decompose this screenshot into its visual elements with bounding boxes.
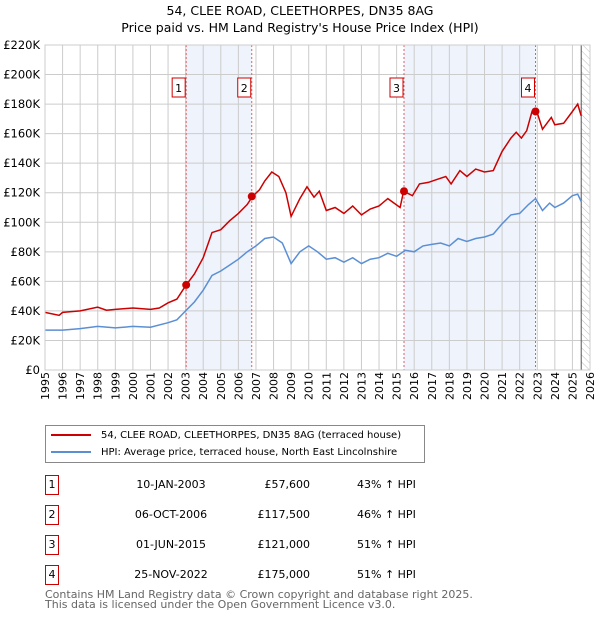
- y-tick-label: £220K: [3, 38, 40, 52]
- x-tick-label: 2014: [373, 372, 386, 400]
- x-tick-label: 1996: [57, 372, 70, 400]
- y-tick-label: £0: [25, 363, 40, 377]
- y-tick-label: £140K: [3, 156, 40, 170]
- x-tick-label: 2016: [408, 372, 421, 400]
- shaded-period: [403, 45, 536, 370]
- x-tick-label: 2005: [215, 372, 228, 400]
- transaction-row: 4 25-NOV-2022 £175,000 51% ↑ HPI: [45, 565, 425, 585]
- transaction-date: 10-JAN-2003: [136, 478, 206, 491]
- transaction-label-box: [521, 77, 535, 98]
- x-tick-label: 2019: [461, 372, 474, 400]
- transaction-number: 3: [45, 535, 59, 555]
- y-tick-label: £20K: [11, 333, 41, 347]
- legend-label: HPI: Average price, terraced house, Nort…: [101, 446, 398, 458]
- legend-swatch: [51, 434, 91, 436]
- footer-line: This data is licensed under the Open Gov…: [45, 598, 396, 611]
- transaction-point: [247, 192, 256, 201]
- y-tick-label: £40K: [11, 304, 41, 318]
- transaction-row: 1 10-JAN-2003 £57,600 43% ↑ HPI: [45, 475, 425, 495]
- x-tick-label: 2002: [162, 372, 175, 400]
- x-tick-label: 1995: [39, 372, 52, 400]
- x-tick-label: 1999: [109, 372, 122, 400]
- x-tick-label: 2017: [426, 372, 439, 400]
- y-tick-label: £120K: [3, 186, 40, 200]
- footer: Contains HM Land Registry data © Crown c…: [45, 588, 473, 611]
- x-tick-label: 1998: [92, 372, 105, 400]
- transaction-label-box: [171, 77, 186, 98]
- transaction-label-box: [389, 77, 404, 98]
- transaction-row: 2 06-OCT-2006 £117,500 46% ↑ HPI: [45, 505, 425, 525]
- x-tick-label: 2015: [391, 372, 404, 400]
- x-tick-label: 2025: [566, 372, 579, 400]
- x-tick-label: 2022: [514, 372, 527, 400]
- chart-title: 54, CLEE ROAD, CLEETHORPES, DN35 8AG: [166, 3, 434, 18]
- transaction-price: £117,500: [257, 508, 311, 521]
- y-tick-label: £180K: [3, 97, 40, 111]
- x-tick-label: 2018: [443, 372, 456, 400]
- transaction-row: 3 01-JUN-2015 £121,000 51% ↑ HPI: [45, 535, 425, 555]
- property-line: [44, 102, 582, 317]
- transaction-label: 1: [175, 82, 182, 95]
- transaction-point: [531, 107, 540, 116]
- x-tick-label: 2003: [180, 372, 193, 400]
- transaction-label: 2: [241, 82, 248, 95]
- y-tick-label: £200K: [3, 68, 40, 82]
- transaction-date: 25-NOV-2022: [134, 568, 208, 581]
- x-tick-label: 2009: [285, 372, 298, 400]
- transaction-date: 01-JUN-2015: [135, 538, 207, 551]
- transaction-date: 06-OCT-2006: [134, 508, 208, 521]
- legend: 54, CLEE ROAD, CLEETHORPES, DN35 8AG (te…: [45, 425, 425, 463]
- y-tick-label: £160K: [3, 127, 40, 141]
- x-tick-label: 2013: [355, 372, 368, 400]
- legend-swatch: [51, 451, 91, 453]
- legend-item-property: 54, CLEE ROAD, CLEETHORPES, DN35 8AG (te…: [51, 427, 401, 443]
- transaction-price: £121,000: [257, 538, 311, 551]
- transaction-price: £57,600: [264, 478, 311, 491]
- x-tick-label: 2026: [584, 372, 597, 400]
- transaction-hpi: 43% ↑ HPI: [357, 478, 416, 491]
- x-tick-label: 2021: [496, 372, 509, 400]
- x-tick-label: 2004: [197, 372, 210, 400]
- x-tick-label: 2006: [232, 372, 245, 400]
- transaction-price: £175,000: [257, 568, 311, 581]
- footer-line: Contains HM Land Registry data © Crown c…: [45, 588, 473, 601]
- plot-border: [44, 44, 591, 371]
- transaction-hpi: 51% ↑ HPI: [357, 568, 416, 581]
- transaction-number: 2: [45, 505, 59, 525]
- price-chart: 1995 1996 1997 1998 1999 2000 2001 2002 2003 2004…: [3, 38, 597, 400]
- transaction-hpi: 51% ↑ HPI: [357, 538, 416, 551]
- shaded-period: [186, 45, 252, 370]
- y-tick-label: £80K: [11, 245, 41, 259]
- x-tick-label: 2023: [531, 372, 544, 400]
- y-tick-label: £100K: [3, 215, 40, 229]
- transaction-label-box: [237, 77, 252, 98]
- x-tick-label: 2000: [127, 372, 140, 400]
- x-tick-label: 2001: [144, 372, 157, 400]
- x-tick-label: 2008: [268, 372, 281, 400]
- transaction-label: 3: [393, 82, 400, 95]
- x-tick-label: 1997: [74, 372, 87, 400]
- transaction-number: 1: [45, 475, 59, 495]
- x-tick-label: 2010: [303, 372, 316, 400]
- transaction-label: 4: [525, 82, 532, 95]
- hpi-line: [45, 193, 582, 331]
- legend-label: 54, CLEE ROAD, CLEETHORPES, DN35 8AG (te…: [101, 429, 402, 441]
- transaction-number: 4: [45, 565, 59, 585]
- legend-item-hpi: HPI: Average price, terraced house, Nort…: [51, 444, 397, 460]
- transaction-hpi: 46% ↑ HPI: [357, 508, 416, 521]
- x-tick-label: 2011: [320, 372, 333, 400]
- x-tick-label: 2020: [479, 372, 492, 400]
- x-tick-label: 2024: [549, 372, 562, 400]
- transaction-point: [182, 280, 191, 289]
- x-tick-label: 2007: [250, 372, 263, 400]
- y-tick-label: £60K: [11, 274, 41, 288]
- chart-subtitle: Price paid vs. HM Land Registry's House …: [121, 20, 479, 35]
- future-hatch: [581, 45, 590, 370]
- x-tick-label: 2012: [338, 372, 351, 400]
- transaction-point: [399, 187, 408, 196]
